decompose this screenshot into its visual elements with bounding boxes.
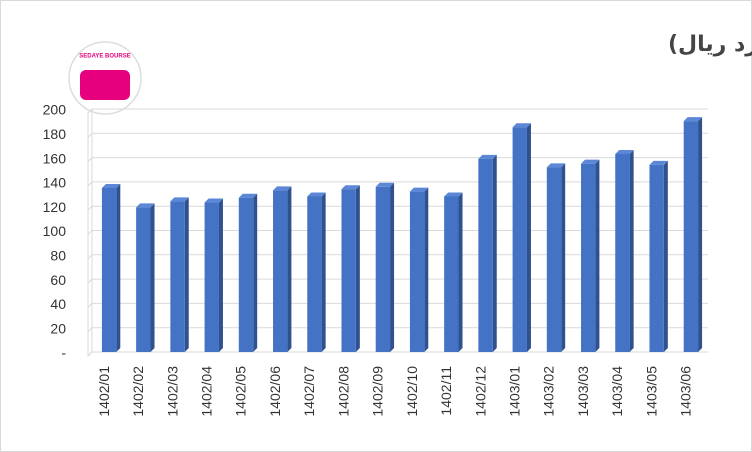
bar-top	[581, 159, 600, 164]
x-tick-label: 1403/03	[575, 366, 591, 417]
bar-side	[458, 192, 463, 352]
bar-top	[615, 149, 634, 154]
y-tick-label: 20	[50, 320, 66, 336]
bar-top	[546, 163, 566, 168]
x-tick-label: 1403/01	[506, 366, 522, 417]
x-tick-label: 1402/06	[267, 366, 283, 417]
bar-top	[136, 203, 155, 208]
grid-line-depth	[87, 132, 93, 138]
bar-top	[512, 123, 531, 128]
bar	[170, 201, 185, 352]
x-tick-label: 1402/09	[370, 366, 386, 417]
chart-title: روند درآمدهای وبملت (هزار میلیارد ریال)	[668, 29, 752, 57]
x-tick-label: 1402/05	[233, 366, 249, 417]
bar-top	[170, 197, 189, 202]
bar-top	[375, 182, 395, 187]
grid-line-depth	[87, 205, 93, 211]
x-tick-label: 1402/11	[438, 366, 454, 416]
bar-side	[595, 159, 600, 352]
bar-top	[341, 185, 360, 190]
bar-top	[204, 198, 223, 203]
bar	[546, 167, 562, 352]
bar	[512, 127, 527, 352]
bar-side	[561, 163, 566, 352]
y-tick-label: -	[61, 345, 66, 361]
bar	[341, 189, 356, 352]
bar-side	[424, 187, 429, 352]
bar	[683, 121, 699, 353]
bar-side	[355, 185, 360, 352]
bar-top	[444, 192, 463, 197]
bar	[409, 191, 425, 352]
bar-side	[150, 203, 155, 352]
x-tick-label: 1403/04	[609, 366, 625, 417]
bar-side	[253, 193, 258, 352]
bar	[238, 197, 254, 352]
grid-line-depth	[87, 351, 93, 357]
x-tick-label: 1403/02	[541, 366, 557, 417]
bar-side	[390, 182, 395, 352]
bar	[649, 164, 664, 352]
grid-line-depth	[87, 157, 93, 162]
bar-top	[307, 192, 326, 197]
logo: SEDAYE BOURSE	[68, 41, 142, 115]
bar-side	[116, 183, 121, 352]
bar-side	[698, 117, 703, 353]
bar-side	[526, 123, 531, 352]
grid-line-depth	[87, 108, 93, 114]
bar	[615, 153, 630, 352]
bar-top	[409, 187, 429, 192]
bar	[444, 196, 459, 352]
bar-top	[273, 186, 292, 191]
bar	[478, 158, 493, 352]
x-tick-label: 1402/10	[404, 366, 420, 417]
x-tick-label: 1402/02	[130, 366, 146, 417]
bar	[307, 196, 322, 352]
bar-top	[101, 183, 121, 188]
grid-line-depth	[87, 327, 93, 333]
bar-side	[287, 186, 292, 352]
bar	[273, 190, 288, 352]
y-tick-label: 160	[43, 150, 67, 166]
bar-top	[683, 117, 703, 122]
x-tick-label: 1403/06	[678, 366, 694, 417]
x-tick-label: 1402/08	[335, 366, 351, 417]
bar-side	[663, 160, 668, 352]
grid-line-depth	[87, 181, 93, 187]
bar-side	[629, 149, 634, 352]
bar-top	[478, 154, 497, 159]
x-tick-label: 1402/01	[96, 366, 112, 417]
y-tick-label: 100	[43, 223, 67, 239]
grid-line-depth	[87, 278, 93, 284]
logo-mark	[80, 70, 130, 100]
y-tick-label: 40	[50, 296, 66, 312]
bar	[375, 186, 391, 352]
bar	[581, 163, 596, 352]
bar	[101, 187, 117, 352]
x-tick-label: 1402/07	[301, 366, 317, 417]
grid-line-depth	[87, 303, 93, 308]
grid-line-depth	[87, 230, 93, 235]
y-tick-label: 180	[43, 126, 67, 142]
y-tick-label: 200	[43, 102, 67, 118]
bar-top	[649, 160, 668, 165]
x-tick-label: 1402/12	[472, 366, 488, 417]
bar	[136, 207, 151, 352]
y-tick-label: 60	[50, 272, 66, 288]
logo-text: SEDAYE BOURSE	[79, 54, 130, 60]
x-tick-label: 1403/05	[643, 366, 659, 417]
bar-side	[492, 154, 497, 352]
x-tick-label: 1402/04	[198, 366, 214, 417]
y-tick-label: 140	[43, 175, 67, 191]
y-tick-label: 120	[43, 199, 67, 215]
bar-side	[184, 197, 189, 352]
bar-top	[238, 193, 258, 198]
bar-side	[321, 192, 326, 352]
x-tick-label: 1402/03	[164, 366, 180, 417]
bar-side	[218, 198, 223, 352]
y-tick-label: 80	[50, 248, 66, 264]
bar	[204, 202, 219, 352]
grid-line-depth	[87, 254, 93, 260]
